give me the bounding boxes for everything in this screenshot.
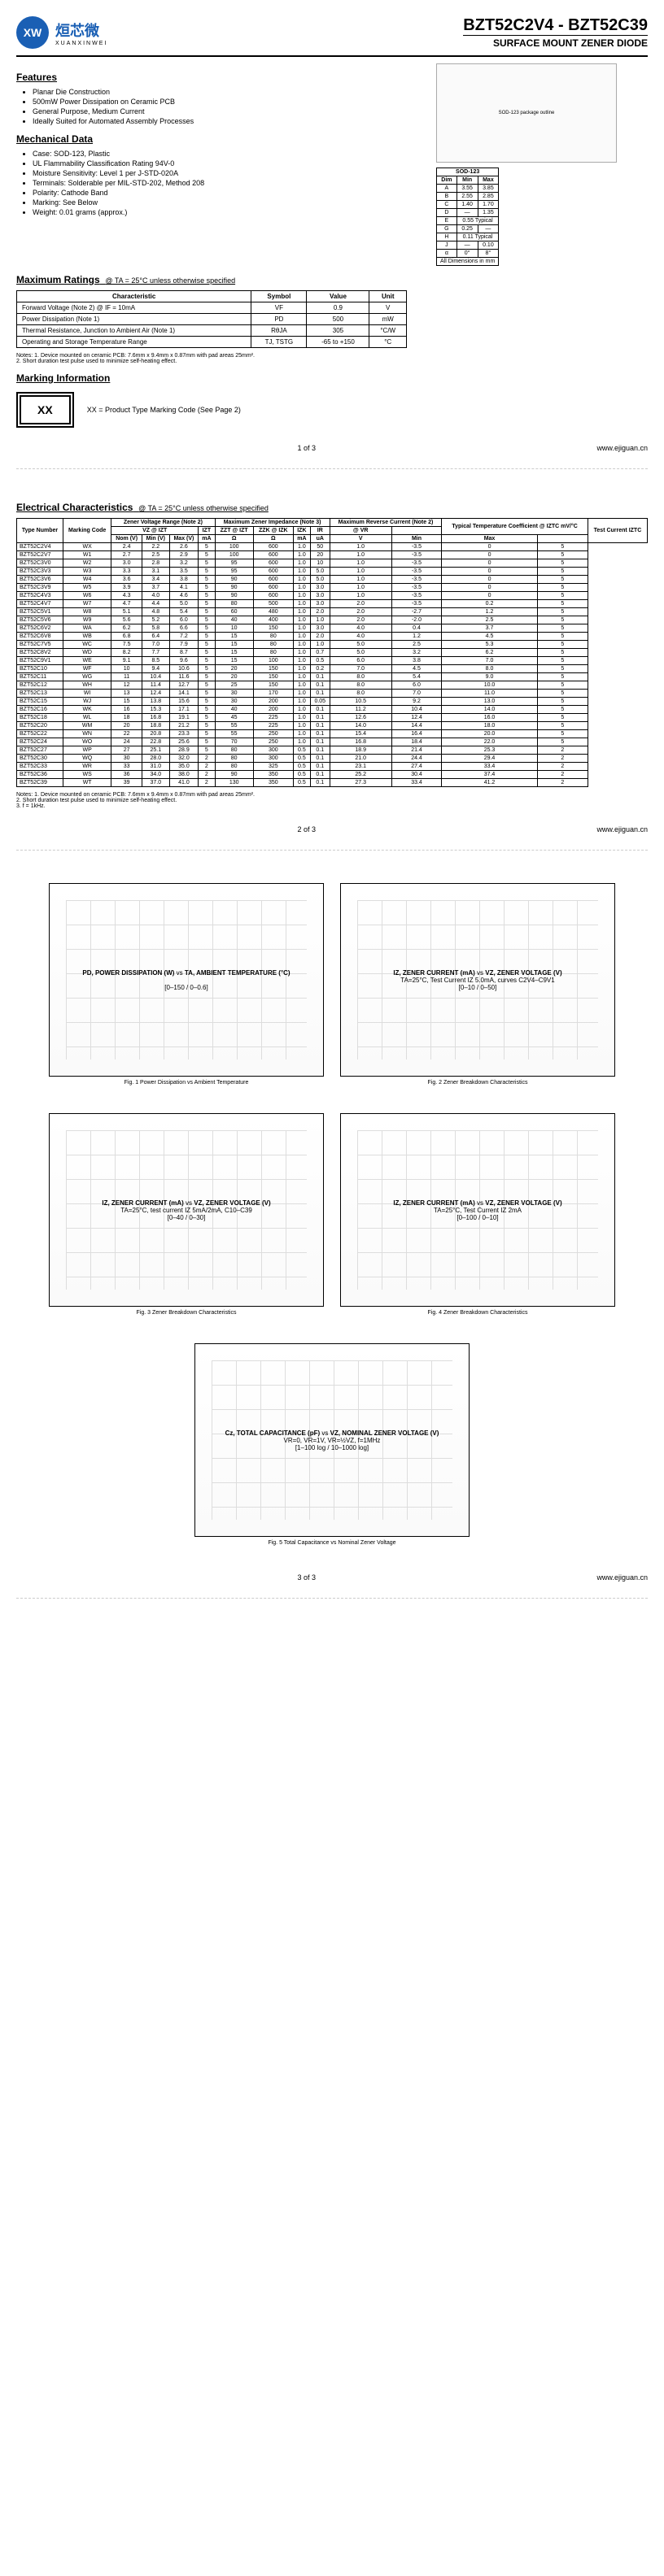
chart-5: Cz, TOTAL CAPACITANCE (pF) vs VZ, NOMINA… [194,1343,470,1557]
feature-item: 500mW Power Dissipation on Ceramic PCB [33,98,412,106]
marking-code: XX [20,395,71,424]
logo-badge: XW [16,16,49,49]
mech-item: Polarity: Cathode Band [33,189,412,197]
marking-legend: XX = Product Type Marking Code (See Page… [87,406,241,414]
marking-diagram: XX XX = Product Type Marking Code (See P… [16,392,648,428]
mech-item: UL Flammability Classification Rating 94… [33,159,412,168]
page-3: PD, POWER DISSIPATION (W) vs TA, AMBIENT… [16,883,648,1599]
chart-3: IZ, ZENER CURRENT (mA) vs VZ, ZENER VOLT… [49,1113,324,1327]
mech-title: Mechanical Data [16,133,412,145]
logo: XW 烜芯微 XUANXINWEI [16,16,107,49]
mech-item: Marking: See Below [33,198,412,207]
page-num-1: 1 of 3 [297,444,316,452]
dimensions-table: SOD-123 DimMinMax A3.553.85B2.552.85C1.4… [436,168,499,266]
chart-1: PD, POWER DISSIPATION (W) vs TA, AMBIENT… [49,883,324,1097]
ratings-title: Maximum Ratings @ TA = 25°C unless other… [16,274,648,285]
page-num-3: 3 of 3 [297,1573,316,1582]
elec-title: Electrical Characteristics @ TA = 25°C u… [16,502,648,513]
features-title: Features [16,72,412,83]
electrical-table: Type NumberMarking CodeZener Voltage Ran… [16,518,648,787]
logo-en: XUANXINWEI [55,41,107,46]
logo-cn: 烜芯微 [55,20,107,41]
elec-notes: Notes: 1. Device mounted on ceramic PCB:… [16,792,648,809]
page-2: Electrical Characteristics @ TA = 25°C u… [16,502,648,851]
dim-title: SOD-123 [437,168,499,176]
feature-item: General Purpose, Medium Current [33,107,412,115]
mech-item: Moisture Sensitivity: Level 1 per J-STD-… [33,169,412,177]
header: XW 烜芯微 XUANXINWEI BZT52C2V4 - BZT52C39 S… [16,16,648,57]
part-range: BZT52C2V4 - BZT52C39 [463,16,648,35]
features-list: Planar Die Construction 500mW Power Dissi… [33,88,412,125]
package-outline-diagram: SOD-123 package outline [436,63,617,163]
mech-item: Case: SOD-123, Plastic [33,150,412,158]
page-num-2: 2 of 3 [297,825,316,833]
footer-url-3: www.ejiguan.cn [596,1573,648,1582]
dim-footer: All Dimensions in mm [437,258,499,266]
marking-title: Marking Information [16,372,648,384]
chart-4: IZ, ZENER CURRENT (mA) vs VZ, ZENER VOLT… [340,1113,615,1327]
feature-item: Ideally Suited for Automated Assembly Pr… [33,117,412,125]
ratings-notes: Notes: 1. Device mounted on ceramic PCB:… [16,353,648,364]
footer-url-1: www.ejiguan.cn [596,444,648,452]
mech-item: Terminals: Solderable per MIL-STD-202, M… [33,179,412,187]
page-1: XW 烜芯微 XUANXINWEI BZT52C2V4 - BZT52C39 S… [16,16,648,469]
chart-2: IZ, ZENER CURRENT (mA) vs VZ, ZENER VOLT… [340,883,615,1097]
max-ratings-table: CharacteristicSymbolValueUnit Forward Vo… [16,290,407,348]
mechanical-list: Case: SOD-123, PlasticUL Flammability Cl… [33,150,412,216]
subtitle: SURFACE MOUNT ZENER DIODE [463,35,648,49]
footer-url-2: www.ejiguan.cn [596,825,648,833]
feature-item: Planar Die Construction [33,88,412,96]
mech-item: Weight: 0.01 grams (approx.) [33,208,412,216]
